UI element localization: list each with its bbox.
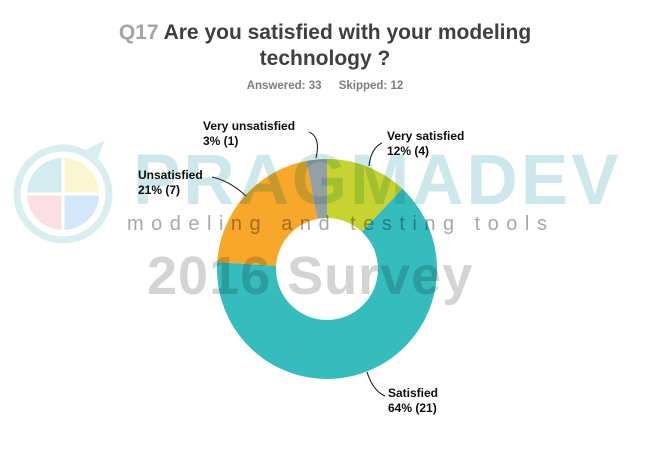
donut-hole <box>276 218 378 320</box>
callout-value: 3% (1) <box>203 133 239 148</box>
callout-unsatisfied: Unsatisfied 21% (7) <box>138 168 203 197</box>
leader-line-very-unsatisfied <box>308 131 318 159</box>
leader-line-very-satisfied <box>368 142 383 167</box>
callout-value: 12% (4) <box>387 143 430 158</box>
callout-very-unsatisfied: Very unsatisfied 3% (1) <box>203 119 295 148</box>
callout-label: Very satisfied <box>387 129 465 143</box>
callout-label: Satisfied <box>388 386 439 400</box>
callout-value: 64% (21) <box>388 400 437 415</box>
callout-very-satisfied: Very satisfied 12% (4) <box>387 129 464 158</box>
answered-stat: Answered: 33 <box>246 80 322 92</box>
page-title: Q17 Are you satisfied with your modeling… <box>85 20 565 72</box>
callout-label: Very unsatisfied <box>203 119 296 133</box>
response-stats: Answered: 33 Skipped: 12 <box>0 80 650 92</box>
question-number: Q17 <box>118 21 159 44</box>
callout-label: Unsatisfied <box>138 168 203 182</box>
callout-satisfied: Satisfied 64% (21) <box>388 386 438 415</box>
question-text: Are you satisfied with your modeling tec… <box>163 21 532 70</box>
leader-line-satisfied <box>366 371 386 397</box>
callout-value: 21% (7) <box>138 182 181 197</box>
leader-line-unsatisfied <box>211 176 247 197</box>
skipped-stat: Skipped: 12 <box>338 80 404 92</box>
